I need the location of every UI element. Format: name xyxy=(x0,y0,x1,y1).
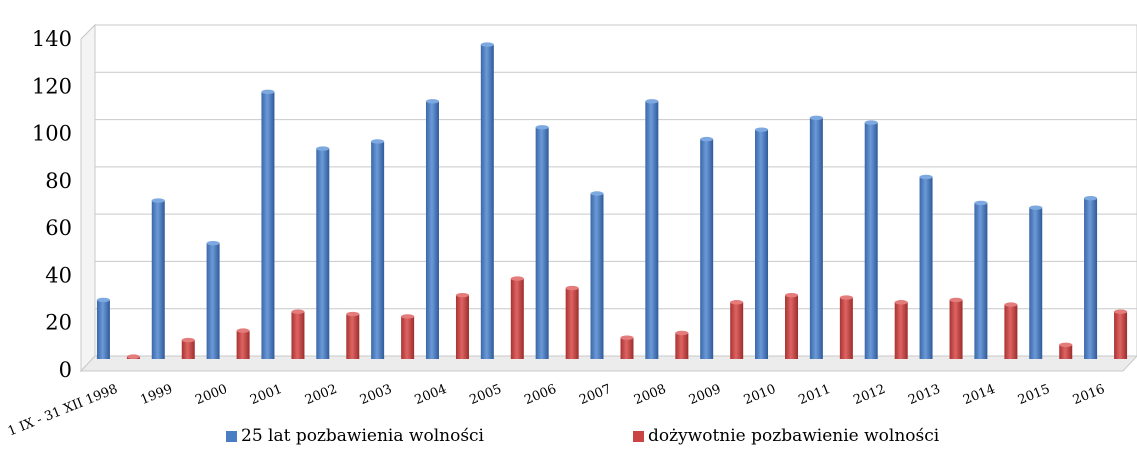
x-tick-label: 2001 xyxy=(248,382,284,408)
bar-series-1-6 xyxy=(425,99,439,360)
y-tick-label: 0 xyxy=(59,358,72,382)
bar-series-1-8 xyxy=(535,125,549,359)
legend-label-series-2: dożywotnie pozbawienie wolności xyxy=(648,426,940,446)
bar-series-1-4 xyxy=(316,146,330,359)
bar-series-1-14 xyxy=(864,120,878,359)
x-tick-label: 2005 xyxy=(468,382,504,408)
bar-series-1-13 xyxy=(809,115,823,359)
bar-series-2-7 xyxy=(510,276,524,359)
x-tick-label: 2000 xyxy=(193,382,229,408)
bar-series-1-15 xyxy=(919,174,933,359)
bars xyxy=(96,42,1128,360)
x-tick-label: 2009 xyxy=(687,382,723,408)
legend-item-series-1: 25 lat pozbawienia wolności xyxy=(226,426,484,446)
y-tick-label: 20 xyxy=(45,311,72,335)
bar-series-1-7 xyxy=(480,42,494,360)
bar-series-1-1 xyxy=(151,198,165,359)
legend: 25 lat pozbawienia wolności dożywotnie p… xyxy=(0,426,1137,450)
bar-series-1-12 xyxy=(755,127,769,359)
x-tick-label: 2013 xyxy=(906,382,942,408)
y-tick-label: 40 xyxy=(45,263,72,287)
legend-item-series-2: dożywotnie pozbawienie wolności xyxy=(633,426,939,446)
x-tick-label: 2002 xyxy=(303,382,339,408)
bar-series-2-15 xyxy=(949,297,963,359)
bar-series-2-17 xyxy=(1059,342,1073,359)
bar-series-2-4 xyxy=(346,311,360,359)
bar-series-1-5 xyxy=(371,139,385,359)
x-tick-label: 2012 xyxy=(851,382,887,408)
bar-series-2-13 xyxy=(839,295,853,359)
y-tick-label: 60 xyxy=(45,216,72,240)
bar-series-2-0 xyxy=(126,354,140,359)
x-tick-label: 1999 xyxy=(138,382,174,408)
bar-series-2-6 xyxy=(455,292,469,359)
x-tick-label: 2006 xyxy=(522,382,558,408)
bar-series-2-2 xyxy=(236,328,250,359)
y-tick-label: 120 xyxy=(32,74,72,98)
bar-series-1-2 xyxy=(206,240,220,359)
bar-series-2-16 xyxy=(1004,302,1018,359)
bar-series-1-17 xyxy=(1029,205,1043,359)
bar-series-2-11 xyxy=(730,300,744,359)
legend-swatch-blue xyxy=(226,430,237,442)
y-axis-ticks: 0 20 40 60 80 100 120 140 xyxy=(32,27,72,382)
bar-series-2-9 xyxy=(620,335,634,359)
bar-series-1-11 xyxy=(700,136,714,359)
bar-series-2-18 xyxy=(1114,309,1128,359)
x-tick-label: 2015 xyxy=(1016,382,1052,408)
x-tick-label: 2010 xyxy=(742,382,778,408)
x-tick-label: 2004 xyxy=(413,382,449,408)
bar-series-2-14 xyxy=(894,300,908,359)
x-tick-label: 2011 xyxy=(797,382,833,408)
y-tick-label: 80 xyxy=(45,169,72,193)
plot-walls xyxy=(79,23,1137,373)
legend-swatch-red xyxy=(633,430,644,442)
side-wall xyxy=(80,23,96,373)
bar-series-2-10 xyxy=(675,330,689,359)
x-tick-label: 2003 xyxy=(358,382,394,408)
bar-series-2-5 xyxy=(401,314,415,359)
bar-series-1-16 xyxy=(974,200,988,359)
x-tick-label: 2014 xyxy=(961,382,997,408)
bar-series-1-3 xyxy=(261,89,275,359)
y-tick-label: 140 xyxy=(32,27,72,51)
legend-label-series-1: 25 lat pozbawienia wolności xyxy=(241,426,484,446)
bar-series-1-18 xyxy=(1084,196,1098,359)
bar-series-1-0 xyxy=(96,297,110,359)
x-tick-label: 2007 xyxy=(577,382,613,408)
x-tick-label: 2008 xyxy=(632,382,668,408)
bar-series-2-3 xyxy=(291,309,305,359)
bar-series-2-8 xyxy=(565,285,579,359)
x-tick-label: 2016 xyxy=(1071,382,1107,408)
bar-series-2-1 xyxy=(181,337,195,359)
bar-series-1-9 xyxy=(590,191,604,359)
bar-series-1-10 xyxy=(645,99,659,360)
bar-series-2-12 xyxy=(785,292,799,359)
y-tick-label: 100 xyxy=(32,122,72,146)
